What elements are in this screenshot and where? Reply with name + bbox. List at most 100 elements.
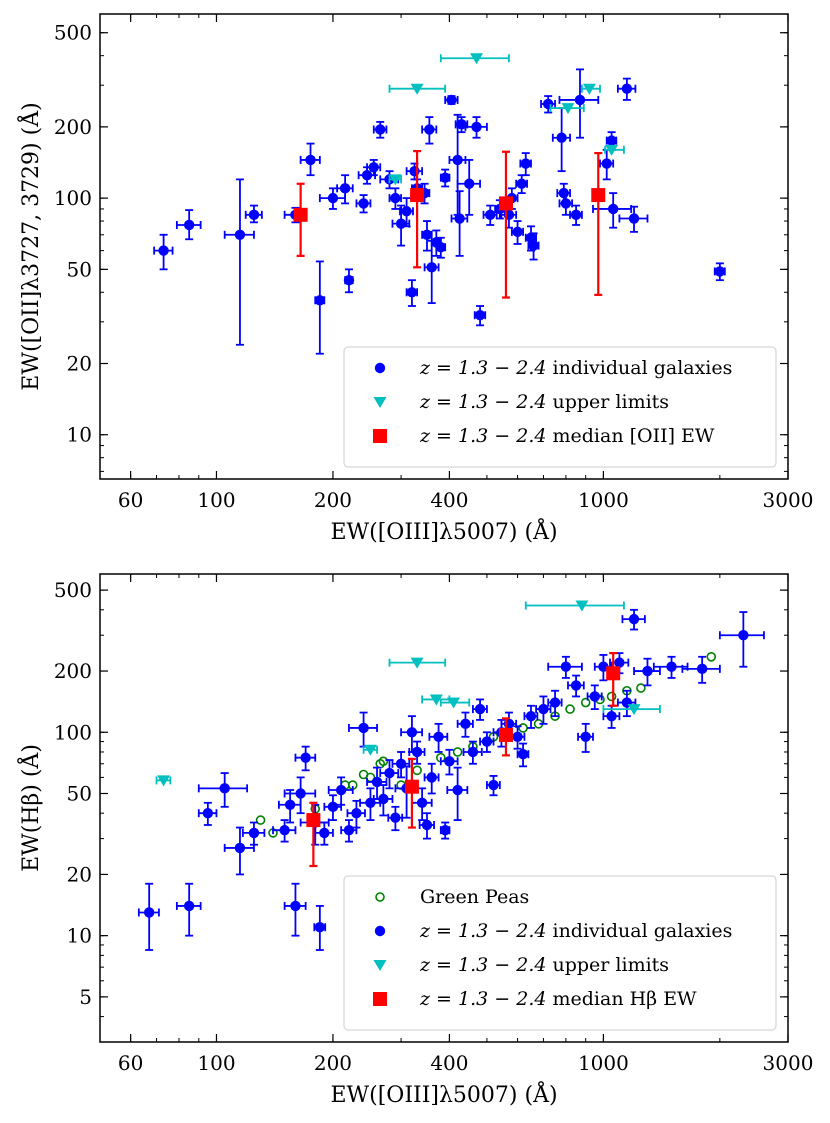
galaxy-marker bbox=[234, 229, 246, 240]
data-point bbox=[340, 819, 358, 843]
data-point bbox=[602, 704, 661, 716]
data-point bbox=[255, 815, 266, 825]
plot-frame bbox=[99, 13, 789, 480]
galaxy-marker bbox=[384, 767, 395, 779]
data-point bbox=[400, 715, 424, 753]
galaxy-marker bbox=[696, 663, 708, 675]
galaxy-marker bbox=[416, 797, 428, 808]
data-point bbox=[473, 305, 487, 327]
galaxy-marker bbox=[598, 661, 609, 672]
data-point bbox=[519, 152, 532, 177]
median-marker bbox=[404, 779, 419, 794]
x-tick-label: 1000 bbox=[578, 1051, 629, 1075]
legend-label: z = 1.3 − 2.4 individual galaxies bbox=[419, 920, 732, 942]
data-point bbox=[372, 120, 388, 139]
y-tick-label: 500 bbox=[54, 578, 92, 602]
x-tick-label: 3000 bbox=[763, 1051, 814, 1075]
galaxy-marker bbox=[452, 784, 463, 796]
green-pea-marker bbox=[378, 756, 389, 767]
galaxy-marker bbox=[248, 827, 260, 839]
galaxy-marker bbox=[488, 779, 499, 791]
data-point bbox=[244, 204, 263, 224]
upper-limit-marker bbox=[157, 775, 171, 787]
galaxy-marker bbox=[426, 772, 437, 783]
galaxy-marker bbox=[485, 209, 496, 221]
data-point bbox=[591, 151, 606, 296]
data-point bbox=[272, 819, 297, 843]
data-point bbox=[446, 766, 469, 821]
y-tick-label: 10 bbox=[67, 423, 92, 447]
galaxy-marker bbox=[351, 808, 362, 819]
galaxy-marker bbox=[606, 135, 617, 146]
galaxy-marker bbox=[570, 680, 582, 691]
data-point bbox=[718, 611, 765, 668]
data-point bbox=[547, 689, 563, 718]
data-point bbox=[454, 116, 469, 134]
legend-box bbox=[343, 346, 777, 468]
data-point bbox=[223, 178, 255, 346]
data-point bbox=[547, 655, 583, 679]
data-point bbox=[313, 905, 327, 951]
legend-green-pea-marker bbox=[375, 892, 385, 902]
galaxy-marker bbox=[335, 784, 347, 796]
galaxy-marker bbox=[621, 83, 633, 94]
galaxy-marker bbox=[424, 124, 435, 135]
legend-label: z = 1.3 − 2.4 individual galaxies bbox=[419, 357, 732, 379]
galaxy-marker bbox=[589, 691, 600, 702]
data-point bbox=[294, 745, 317, 772]
median-marker bbox=[498, 727, 513, 742]
data-point bbox=[448, 113, 467, 216]
median-marker bbox=[410, 188, 425, 203]
data-point bbox=[306, 801, 321, 868]
data-point bbox=[343, 268, 355, 294]
galaxy-marker bbox=[314, 922, 326, 933]
upper-limit-marker bbox=[410, 657, 424, 669]
data-point bbox=[652, 655, 689, 679]
data-point bbox=[399, 197, 414, 228]
data-point bbox=[428, 722, 449, 753]
oii-vs-oiii-panel: 60 100 200 400 1000 3000 10 20 50 100 200 500 EW([OI… bbox=[16, 13, 813, 545]
y-tick-label: 10 bbox=[67, 924, 92, 948]
median-marker bbox=[293, 207, 308, 222]
galaxy-marker bbox=[319, 827, 330, 839]
data-point bbox=[621, 608, 646, 631]
legend-galaxy-marker bbox=[374, 362, 386, 374]
x-tick-label: 60 bbox=[118, 488, 143, 512]
y-tick-label: 50 bbox=[67, 781, 92, 805]
data-point bbox=[410, 150, 425, 269]
galaxy-marker bbox=[361, 169, 373, 181]
galaxy-marker bbox=[406, 287, 418, 298]
x-tick-label: 1000 bbox=[578, 488, 629, 512]
galaxy-marker bbox=[738, 630, 749, 641]
data-point bbox=[456, 159, 481, 216]
galaxy-marker bbox=[295, 788, 306, 799]
galaxy-marker bbox=[512, 226, 523, 238]
galaxy-marker bbox=[219, 783, 230, 794]
data-point bbox=[283, 776, 317, 815]
data-point bbox=[581, 83, 601, 95]
galaxy-marker bbox=[525, 710, 537, 722]
data-point bbox=[387, 805, 404, 832]
data-point bbox=[412, 765, 422, 776]
galaxy-marker bbox=[401, 206, 412, 217]
galaxy-marker bbox=[158, 245, 169, 256]
data-point bbox=[421, 694, 451, 706]
data-point bbox=[464, 116, 488, 139]
data-point bbox=[175, 209, 202, 241]
data-point bbox=[462, 740, 483, 765]
data-point bbox=[518, 723, 528, 733]
galaxy-marker bbox=[390, 812, 401, 823]
data-point bbox=[450, 190, 469, 257]
x-tick-label: 100 bbox=[197, 1051, 235, 1075]
data-point bbox=[314, 260, 326, 355]
data-point bbox=[479, 731, 495, 753]
legend-label: z = 1.3 − 2.4 upper limits bbox=[419, 954, 669, 976]
galaxy-marker bbox=[202, 808, 214, 819]
galaxy-marker bbox=[606, 710, 617, 722]
galaxy-marker bbox=[327, 801, 339, 813]
data-point bbox=[535, 695, 552, 725]
data-point bbox=[197, 801, 218, 826]
green-pea-marker bbox=[636, 683, 646, 693]
data-point bbox=[137, 882, 160, 951]
data-point bbox=[379, 759, 400, 790]
